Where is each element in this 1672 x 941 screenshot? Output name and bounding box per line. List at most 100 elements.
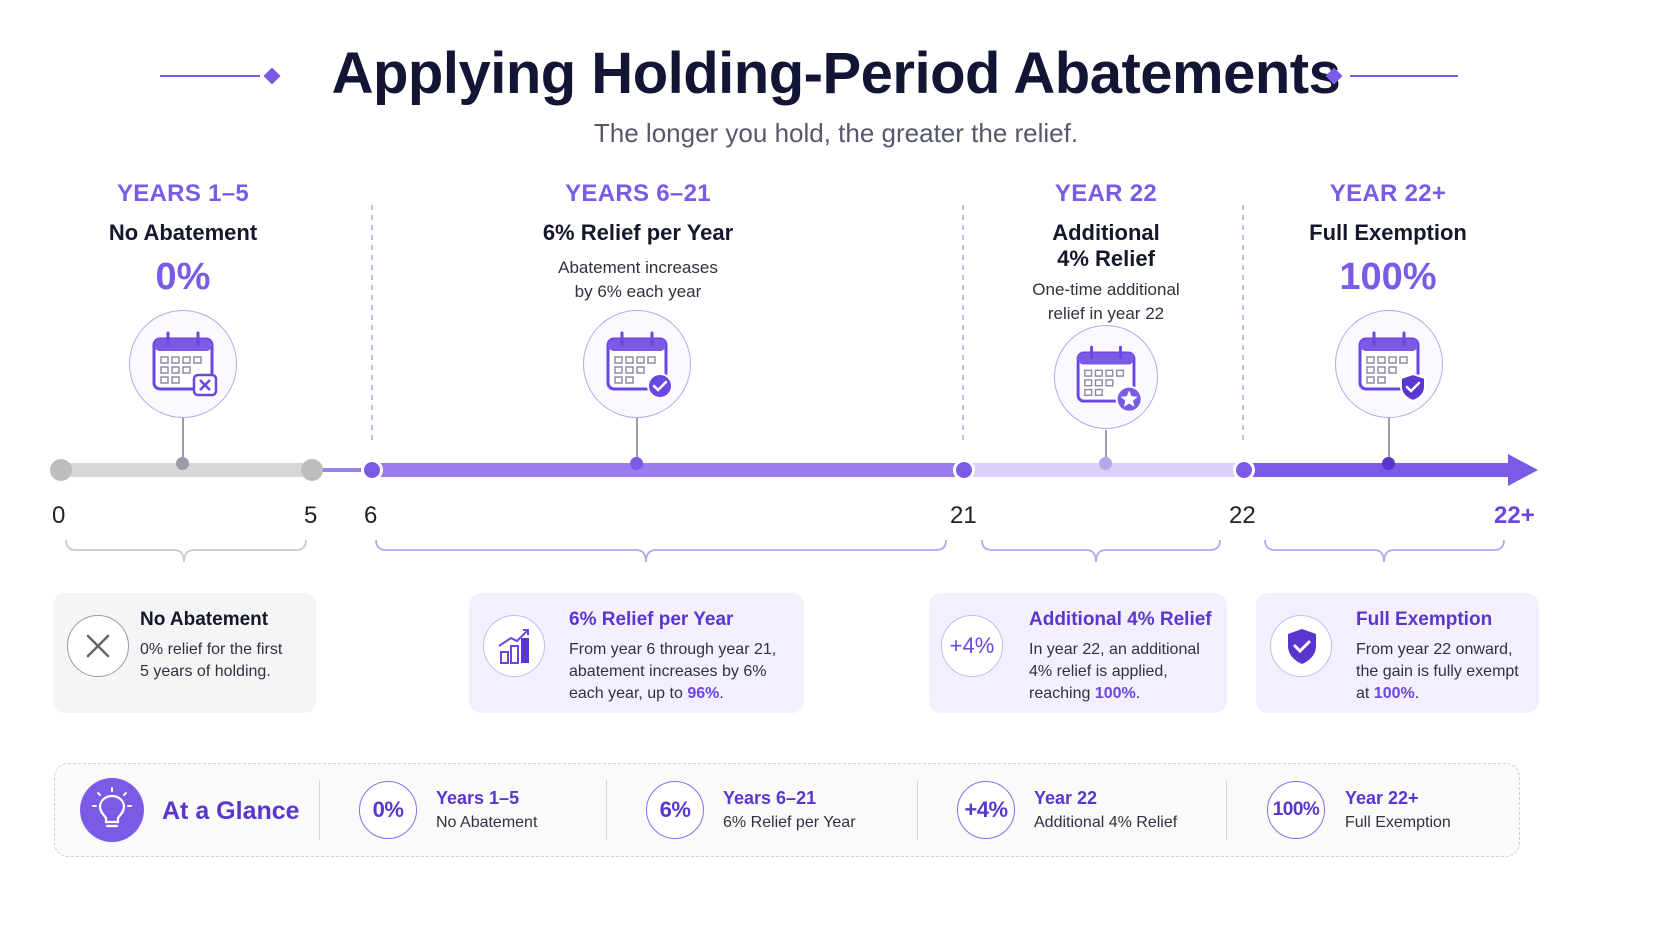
card-text-span: .	[719, 685, 724, 702]
tick-label: 5	[304, 502, 318, 529]
card-text-span: each year, up to	[569, 685, 688, 702]
glance-item-desc: No Abatement	[436, 814, 538, 831]
phase-years-label: YEARS 1–5	[116, 180, 250, 207]
timeline-marker	[176, 457, 189, 470]
icon-stem	[1105, 430, 1107, 464]
timeline-segment-additional	[964, 463, 1244, 477]
glance-title: At a Glance	[162, 797, 300, 825]
card-text-span: at	[1356, 685, 1374, 702]
phase-years-label: YEAR 22+	[1329, 180, 1447, 207]
card-text-line: the gain is fully exempt	[1356, 663, 1519, 680]
page-subtitle: The longer you hold, the greater the rel…	[593, 118, 1079, 148]
card-text-span: reaching	[1029, 685, 1095, 702]
glance-badge: 0%	[359, 781, 417, 839]
glance-badge: +4%	[957, 781, 1015, 839]
card-text-line: From year 22 onward,	[1356, 641, 1513, 658]
phase-description-line: by 6% each year	[574, 282, 702, 301]
tick-label: 21	[950, 502, 977, 529]
icon-stem	[636, 418, 638, 464]
phase-year-22-plus: YEAR 22+ Full Exemption 100%	[1278, 180, 1498, 299]
phase-year-22: YEAR 22 Additional 4% Relief One-time ad…	[996, 180, 1216, 326]
growth-chart-icon	[483, 615, 545, 677]
phase-years-1-5: YEARS 1–5 No Abatement 0%	[73, 180, 293, 299]
card-highlight: 96%	[687, 685, 720, 702]
tick-label: 22	[1229, 502, 1256, 529]
card-text-span: .	[1135, 685, 1141, 702]
card-text-line: abatement increases by 6%	[569, 663, 767, 680]
timeline-arrow-icon	[1508, 454, 1538, 486]
card-text-line: each year, up to 96%.	[569, 683, 776, 705]
glance-divider	[319, 780, 320, 840]
phase-years-label: YEARS 6–21	[565, 180, 711, 207]
card-full-exemption: Full Exemption From year 22 onward, the …	[1256, 593, 1539, 713]
card-text-line: In year 22, an additional	[1029, 641, 1200, 658]
card-additional-relief: +4% Additional 4% Relief In year 22, an …	[929, 593, 1227, 713]
timeline-dot-0	[50, 459, 72, 481]
card-text-line: reaching 100%.	[1029, 683, 1200, 705]
timeline-segment-no-abatement	[60, 463, 312, 477]
card-highlight: 100%	[1094, 685, 1136, 702]
timeline-segment-relief	[372, 463, 964, 477]
phase-title: Full Exemption	[1309, 220, 1467, 245]
glance-divider	[1226, 780, 1227, 840]
icon-stem	[1388, 418, 1390, 464]
glance-divider	[917, 780, 918, 840]
card-relief-per-year: 6% Relief per Year From year 6 through y…	[469, 593, 804, 713]
calendar-shield-icon	[1335, 310, 1443, 418]
phase-description-line: One-time additional	[1032, 280, 1180, 299]
phase-description-line: Abatement increases	[558, 258, 718, 277]
card-text-line: 0% relief for the first	[140, 641, 283, 658]
title-deco-line-left	[160, 75, 260, 77]
page-title: Applying Holding-Period Abatements	[331, 41, 1341, 106]
tick-label: 0	[52, 502, 66, 529]
glance-badge: 6%	[646, 781, 704, 839]
card-text: From year 22 onward, the gain is fully e…	[1356, 639, 1519, 705]
card-title: No Abatement	[140, 609, 269, 630]
timeline-dot-5	[301, 459, 323, 481]
glance-item-desc: Additional 4% Relief	[1034, 814, 1178, 831]
phase-percent: 0%	[155, 256, 211, 298]
glance-item-label: Years 1–5	[436, 788, 520, 808]
title-deco-line-right	[1350, 75, 1458, 77]
card-highlight: 100%	[1373, 685, 1415, 702]
card-text-line: 4% relief is applied,	[1029, 663, 1168, 680]
glance-divider	[606, 780, 607, 840]
timeline-marker	[1099, 457, 1112, 470]
card-title: 6% Relief per Year	[569, 609, 734, 630]
timeline-marker	[1382, 457, 1395, 470]
timeline-dot-21	[953, 459, 975, 481]
glance-item-label: Year 22+	[1345, 788, 1419, 808]
calendar-star-icon	[1054, 325, 1158, 429]
card-text: From year 6 through year 21, abatement i…	[569, 639, 776, 705]
timeline-marker	[630, 457, 643, 470]
tick-label: 22+	[1494, 502, 1535, 529]
glance-item-desc: 6% Relief per Year	[723, 814, 856, 831]
card-text-line: From year 6 through year 21,	[569, 641, 777, 658]
card-no-abatement: No Abatement 0% relief for the first 5 y…	[53, 593, 316, 713]
timeline-dot-22	[1233, 459, 1255, 481]
card-title: Additional 4% Relief	[1029, 609, 1212, 630]
shield-check-icon	[1270, 615, 1332, 677]
timeline-dot-6	[361, 459, 383, 481]
phase-title: No Abatement	[108, 220, 258, 245]
phase-description: One-time additional relief in year 22	[996, 278, 1216, 326]
phase-years-label: YEAR 22	[1054, 180, 1158, 207]
calendar-check-icon	[583, 310, 691, 418]
phase-description: Abatement increases by 6% each year	[498, 256, 778, 304]
glance-item-desc: Full Exemption	[1345, 814, 1451, 831]
card-text-line: at 100%.	[1356, 683, 1519, 705]
glance-badge: 100%	[1267, 781, 1325, 839]
plus-four-icon: +4%	[941, 615, 1003, 677]
card-text-line: 5 years of holding.	[140, 663, 271, 680]
phase-percent: 100%	[1339, 256, 1437, 298]
phase-years-6-21: YEARS 6–21 6% Relief per Year Abatement …	[498, 180, 778, 304]
card-text: 0% relief for the first 5 years of holdi…	[140, 639, 282, 683]
phase-description-line: relief in year 22	[1047, 304, 1165, 323]
x-circle-icon	[67, 615, 129, 677]
phase-title: Additional 4% Relief	[996, 220, 1216, 272]
card-text: In year 22, an additional 4% relief is a…	[1029, 639, 1200, 705]
tick-label: 6	[364, 502, 378, 529]
icon-stem	[182, 418, 184, 464]
card-text-span: .	[1414, 685, 1420, 702]
